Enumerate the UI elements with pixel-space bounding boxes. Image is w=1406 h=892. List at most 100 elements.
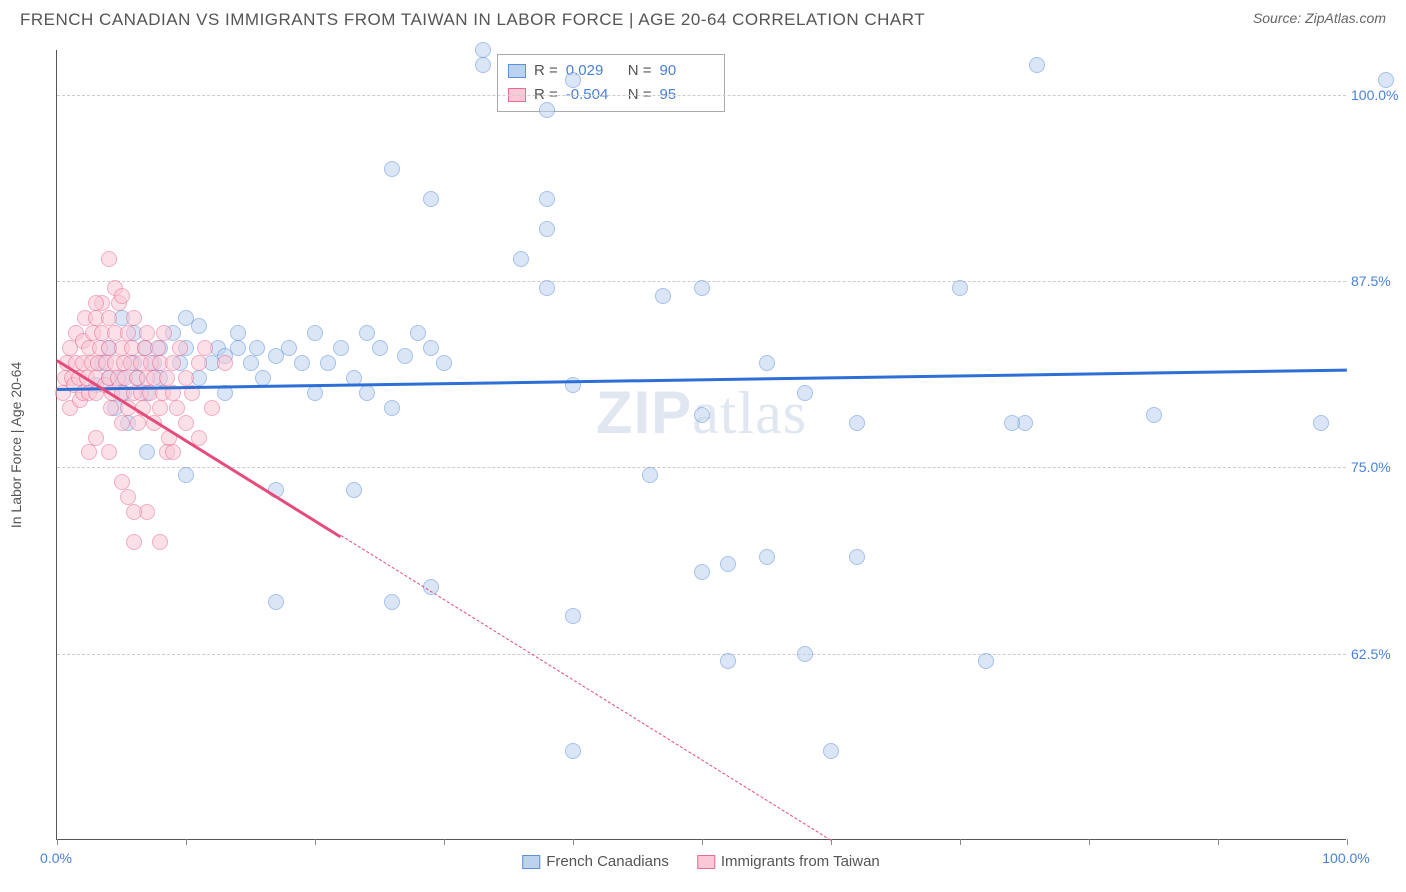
- y-axis-title: In Labor Force | Age 20-64: [8, 362, 24, 528]
- data-point: [126, 310, 142, 326]
- legend-item: Immigrants from Taiwan: [697, 853, 880, 870]
- gridline: [57, 467, 1346, 468]
- data-point: [320, 355, 336, 371]
- data-point: [694, 407, 710, 423]
- gridline: [57, 95, 1346, 96]
- data-point: [384, 161, 400, 177]
- data-point: [88, 430, 104, 446]
- series-legend: French Canadians Immigrants from Taiwan: [522, 853, 880, 870]
- data-point: [191, 318, 207, 334]
- data-point: [152, 400, 168, 416]
- data-point: [475, 57, 491, 73]
- data-point: [759, 549, 775, 565]
- data-point: [655, 288, 671, 304]
- data-point: [694, 280, 710, 296]
- data-point: [120, 489, 136, 505]
- x-tick: [186, 839, 187, 845]
- data-point: [423, 340, 439, 356]
- legend-swatch: [508, 64, 526, 78]
- x-axis-max-label: 100.0%: [1322, 850, 1369, 866]
- data-point: [849, 415, 865, 431]
- data-point: [952, 280, 968, 296]
- x-tick: [1089, 839, 1090, 845]
- x-tick: [1347, 839, 1348, 845]
- data-point: [150, 340, 166, 356]
- data-point: [513, 251, 529, 267]
- data-point: [1029, 57, 1045, 73]
- legend-item: French Canadians: [522, 853, 669, 870]
- trend-line: [341, 535, 832, 841]
- data-point: [217, 355, 233, 371]
- data-point: [1146, 407, 1162, 423]
- data-point: [114, 474, 130, 490]
- n-value: 90: [660, 59, 714, 83]
- data-point: [1313, 415, 1329, 431]
- y-tick-label: 75.0%: [1351, 459, 1406, 475]
- data-point: [126, 504, 142, 520]
- source-attribution: Source: ZipAtlas.com: [1253, 10, 1386, 26]
- data-point: [1004, 415, 1020, 431]
- data-point: [294, 355, 310, 371]
- data-point: [333, 340, 349, 356]
- data-point: [103, 400, 119, 416]
- data-point: [120, 325, 136, 341]
- data-point: [384, 400, 400, 416]
- legend-label: French Canadians: [546, 853, 669, 870]
- data-point: [101, 310, 117, 326]
- data-point: [359, 385, 375, 401]
- data-point: [159, 370, 175, 386]
- data-point: [197, 340, 213, 356]
- legend-label: Immigrants from Taiwan: [721, 853, 880, 870]
- data-point: [410, 325, 426, 341]
- trend-line: [57, 369, 1347, 391]
- legend-row: R =0.029N =90: [508, 59, 714, 83]
- r-label: R =: [534, 59, 558, 83]
- data-point: [359, 325, 375, 341]
- data-point: [978, 653, 994, 669]
- data-point: [797, 646, 813, 662]
- data-point: [178, 467, 194, 483]
- data-point: [156, 325, 172, 341]
- data-point: [230, 340, 246, 356]
- data-point: [130, 415, 146, 431]
- data-point: [346, 482, 362, 498]
- data-point: [720, 653, 736, 669]
- data-point: [255, 370, 271, 386]
- data-point: [126, 534, 142, 550]
- data-point: [759, 355, 775, 371]
- x-tick: [960, 839, 961, 845]
- data-point: [230, 325, 246, 341]
- x-tick: [573, 839, 574, 845]
- data-point: [139, 444, 155, 460]
- data-point: [169, 400, 185, 416]
- gridline: [57, 654, 1346, 655]
- data-point: [436, 355, 452, 371]
- data-point: [797, 385, 813, 401]
- n-label: N =: [628, 59, 652, 83]
- data-point: [565, 72, 581, 88]
- data-point: [249, 340, 265, 356]
- y-tick-label: 62.5%: [1351, 646, 1406, 662]
- data-point: [101, 251, 117, 267]
- data-point: [165, 444, 181, 460]
- data-point: [268, 594, 284, 610]
- correlation-legend: R =0.029N =90R =-0.504N =95: [497, 54, 725, 112]
- data-point: [172, 340, 188, 356]
- data-point: [642, 467, 658, 483]
- data-point: [1378, 72, 1394, 88]
- x-tick: [315, 839, 316, 845]
- x-tick: [1218, 839, 1219, 845]
- y-tick-label: 100.0%: [1351, 87, 1406, 103]
- data-point: [823, 743, 839, 759]
- data-point: [307, 325, 323, 341]
- data-point: [720, 556, 736, 572]
- data-point: [694, 564, 710, 580]
- data-point: [243, 355, 259, 371]
- x-tick: [444, 839, 445, 845]
- data-point: [372, 340, 388, 356]
- data-point: [849, 549, 865, 565]
- data-point: [139, 325, 155, 341]
- data-point: [101, 444, 117, 460]
- data-point: [565, 743, 581, 759]
- x-axis-min-label: 0.0%: [40, 850, 72, 866]
